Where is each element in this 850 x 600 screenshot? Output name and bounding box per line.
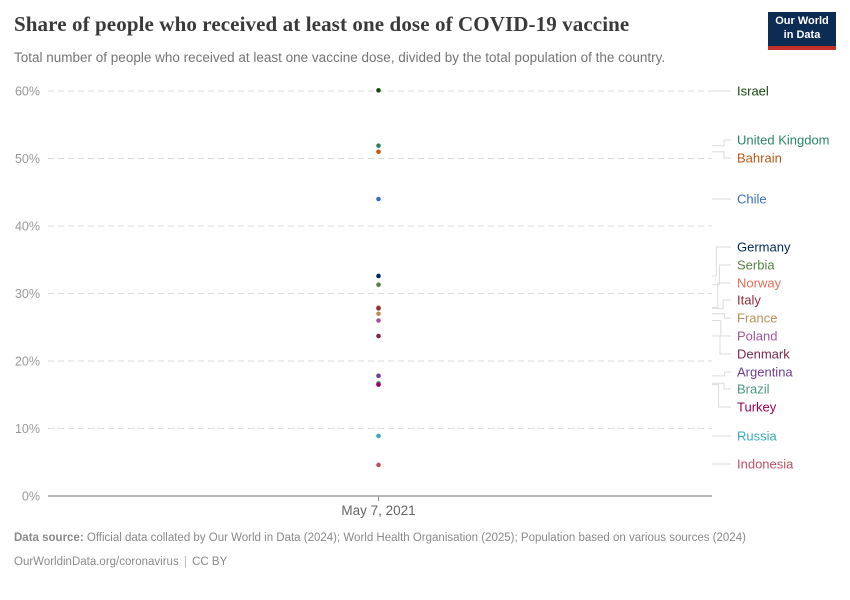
y-tick-label: 30% xyxy=(15,287,40,301)
page-title: Share of people who received at least on… xyxy=(14,12,630,36)
label-denmark[interactable]: Denmark xyxy=(737,347,790,362)
label-connector-bahrain xyxy=(712,151,731,159)
dot-poland[interactable] xyxy=(376,318,381,323)
owid-logo-line2: in Data xyxy=(783,29,821,41)
footer-link-line: OurWorldinData.org/coronavirus | CC BY xyxy=(14,555,792,570)
label-connector-denmark xyxy=(712,335,731,355)
dot-turkey[interactable] xyxy=(376,382,381,387)
chart-footer: Data source: Official data collated by O… xyxy=(14,531,792,569)
owid-url-link[interactable]: OurWorldinData.org/coronavirus xyxy=(14,555,179,568)
dot-italy[interactable] xyxy=(376,306,381,311)
label-connector-serbia xyxy=(712,264,731,286)
data-source-line: Data source: Official data collated by O… xyxy=(14,531,792,546)
y-tick-label: 20% xyxy=(15,355,40,369)
dot-indonesia[interactable] xyxy=(376,462,381,468)
owid-logo-line1: Our World xyxy=(775,15,829,28)
label-connector-germany xyxy=(712,246,731,277)
dot-bahrain[interactable] xyxy=(376,149,381,155)
label-chile[interactable]: Chile xyxy=(737,192,767,207)
label-serbia[interactable]: Serbia xyxy=(737,258,775,273)
dot-israel[interactable] xyxy=(376,88,381,93)
dot-united-kingdom[interactable] xyxy=(376,143,381,148)
label-israel[interactable]: Israel xyxy=(737,84,769,99)
footer-separator: | xyxy=(183,555,187,568)
label-brazil[interactable]: Brazil xyxy=(737,382,770,397)
label-poland[interactable]: Poland xyxy=(737,329,777,344)
label-france[interactable]: France xyxy=(737,311,777,326)
label-germany[interactable]: Germany xyxy=(737,240,791,255)
data-source-label: Data source: xyxy=(14,532,84,544)
y-tick-label: 0% xyxy=(22,490,40,504)
label-argentina[interactable]: Argentina xyxy=(737,365,793,380)
chart-subtitle: Total number of people who received at l… xyxy=(14,50,666,65)
y-tick-label: 60% xyxy=(15,85,40,99)
label-bahrain[interactable]: Bahrain xyxy=(737,151,782,166)
dot-germany[interactable] xyxy=(376,273,381,279)
label-connector-poland xyxy=(712,320,731,337)
x-tick-label: May 7, 2021 xyxy=(341,503,415,518)
license-link[interactable]: CC BY xyxy=(192,555,228,568)
dot-russia[interactable] xyxy=(376,433,381,439)
data-source-text: Official data collated by Our World in D… xyxy=(86,532,746,544)
label-united-kingdom[interactable]: United Kingdom xyxy=(737,133,830,148)
label-indonesia[interactable]: Indonesia xyxy=(737,457,794,472)
label-connector-turkey xyxy=(712,384,731,408)
label-connector-italy xyxy=(712,299,731,309)
label-connector-united-kingdom xyxy=(712,139,731,147)
y-tick-label: 50% xyxy=(15,152,40,166)
dot-serbia[interactable] xyxy=(376,282,381,288)
dot-france[interactable] xyxy=(376,311,381,317)
dot-argentina[interactable] xyxy=(376,373,381,379)
dot-denmark[interactable] xyxy=(376,333,381,339)
label-italy[interactable]: Italy xyxy=(737,293,761,308)
label-connector-brazil xyxy=(712,382,731,390)
y-tick-label: 40% xyxy=(15,220,40,234)
label-turkey[interactable]: Turkey xyxy=(737,400,777,415)
label-norway[interactable]: Norway xyxy=(737,276,782,291)
label-russia[interactable]: Russia xyxy=(737,429,778,444)
owid-logo-box: Our World in Data xyxy=(768,12,836,46)
owid-logo[interactable]: Our World in Data xyxy=(768,12,836,50)
label-connector-france xyxy=(712,313,731,319)
label-connector-argentina xyxy=(712,371,731,377)
label-connector-norway xyxy=(712,282,731,309)
dot-chile[interactable] xyxy=(376,196,381,202)
owid-logo-red-bar xyxy=(768,46,836,50)
y-tick-label: 10% xyxy=(15,422,40,436)
